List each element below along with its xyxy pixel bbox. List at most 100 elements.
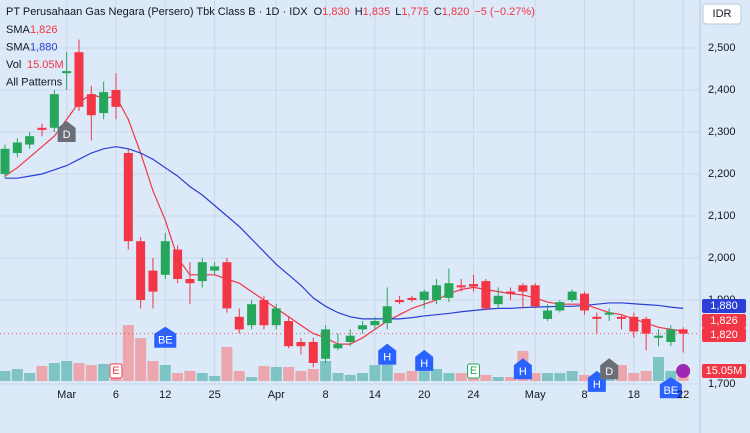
currency: IDR	[713, 8, 732, 20]
pattern-label: BE	[663, 385, 678, 397]
volume-bar	[61, 361, 73, 381]
candle-body	[617, 316, 626, 319]
candle-body	[518, 285, 528, 292]
volume-bar	[135, 338, 147, 381]
x-tick-label: 8	[581, 389, 587, 401]
pattern-label: H	[383, 352, 391, 364]
volume-bar	[36, 366, 48, 381]
candle-body	[210, 266, 220, 271]
pattern-badge	[600, 358, 619, 380]
volume-bar	[11, 369, 23, 381]
volume-bar	[246, 377, 258, 381]
volume-bar	[221, 347, 233, 381]
y-tick-label: 2,400	[708, 84, 736, 96]
indicator-name: Vol	[6, 59, 21, 71]
candle-body	[629, 316, 639, 332]
candle-body	[99, 92, 109, 114]
pattern-label: BE	[158, 335, 173, 347]
volume-bar	[369, 365, 381, 381]
split-badge	[676, 364, 691, 378]
event-label: E	[112, 365, 119, 377]
event-label: E	[470, 365, 477, 377]
volume-bar	[640, 370, 652, 381]
candle-body	[641, 318, 651, 334]
volume-bar	[455, 373, 467, 381]
x-tick-label: 6	[113, 389, 119, 401]
volume-bar	[381, 361, 393, 381]
x-tick-label: 24	[467, 389, 479, 401]
candle-body	[419, 291, 429, 300]
y-tick-label: 2,500	[708, 42, 736, 54]
candle-body	[567, 291, 577, 300]
volume-bar	[307, 369, 319, 381]
indicator-value: 15.05M	[27, 59, 64, 71]
volume-bar	[122, 325, 134, 381]
candle-body	[382, 306, 392, 324]
event-badge	[109, 363, 123, 379]
price-badge	[702, 299, 746, 313]
volume-bar	[505, 377, 517, 381]
volume-bar	[357, 373, 369, 381]
price-badge	[702, 314, 746, 328]
price-badge	[702, 328, 746, 342]
volume-bar	[270, 366, 282, 381]
candle-body	[148, 270, 158, 292]
pattern-label: D	[605, 366, 613, 378]
volume-bar	[258, 366, 270, 381]
x-tick-label: 8	[323, 389, 329, 401]
volume-bar	[566, 370, 578, 381]
volume-bar	[0, 370, 11, 381]
candle-body	[185, 279, 195, 284]
volume-bar	[431, 369, 443, 381]
candle-body	[123, 153, 133, 242]
candle-body	[62, 71, 72, 74]
volume-bar	[147, 361, 159, 381]
pattern-badge	[513, 358, 532, 380]
price-badge-label: 1,880	[710, 300, 738, 312]
x-tick-label: Apr	[268, 389, 285, 401]
candle-body	[296, 342, 306, 347]
x-tick-label: 12	[159, 389, 171, 401]
candle-body	[481, 281, 491, 309]
volume-bar	[554, 373, 566, 381]
candle-body	[432, 285, 442, 300]
volume-bar	[579, 374, 591, 381]
pattern-label: D	[63, 129, 71, 141]
candle-body	[173, 249, 183, 279]
volume-bar	[406, 370, 418, 381]
candle-body	[86, 94, 96, 116]
candle-body	[543, 310, 553, 319]
candle-body	[222, 262, 232, 309]
candle-body	[25, 136, 35, 145]
candle-body	[247, 304, 257, 326]
indicator-name: SMA	[6, 41, 31, 53]
indicator-value: 1,880	[30, 41, 58, 53]
indicator-name: All Patterns	[6, 76, 63, 88]
price-axis	[700, 0, 750, 433]
volume-badge-label: 15.05M	[706, 365, 743, 377]
candle-body	[604, 312, 614, 315]
volume-bar	[616, 365, 627, 381]
x-tick-label: 18	[628, 389, 640, 401]
chart-title: PT Perusahaan Gas Negara (Persero) Tbk C…	[6, 6, 535, 18]
indicator-name: SMA	[6, 24, 31, 36]
volume-bar	[652, 357, 664, 381]
volume-bar	[73, 362, 85, 381]
candle-body	[234, 316, 244, 330]
pattern-badge	[154, 326, 177, 348]
candle-body	[678, 329, 688, 334]
sma-line	[5, 146, 684, 320]
candle-body	[370, 321, 380, 326]
indicator-value: 1,826	[30, 24, 58, 36]
candle-body	[666, 329, 676, 342]
volume-bar	[196, 373, 208, 381]
volume-bar	[344, 374, 356, 381]
volume-bar	[48, 362, 60, 381]
y-tick-label: 1,700	[708, 378, 736, 390]
candle-body	[333, 344, 343, 349]
y-tick-label: 2,000	[708, 252, 736, 264]
pattern-label: H	[420, 358, 428, 370]
volume-bar	[529, 373, 541, 381]
volume-badge	[702, 364, 746, 378]
